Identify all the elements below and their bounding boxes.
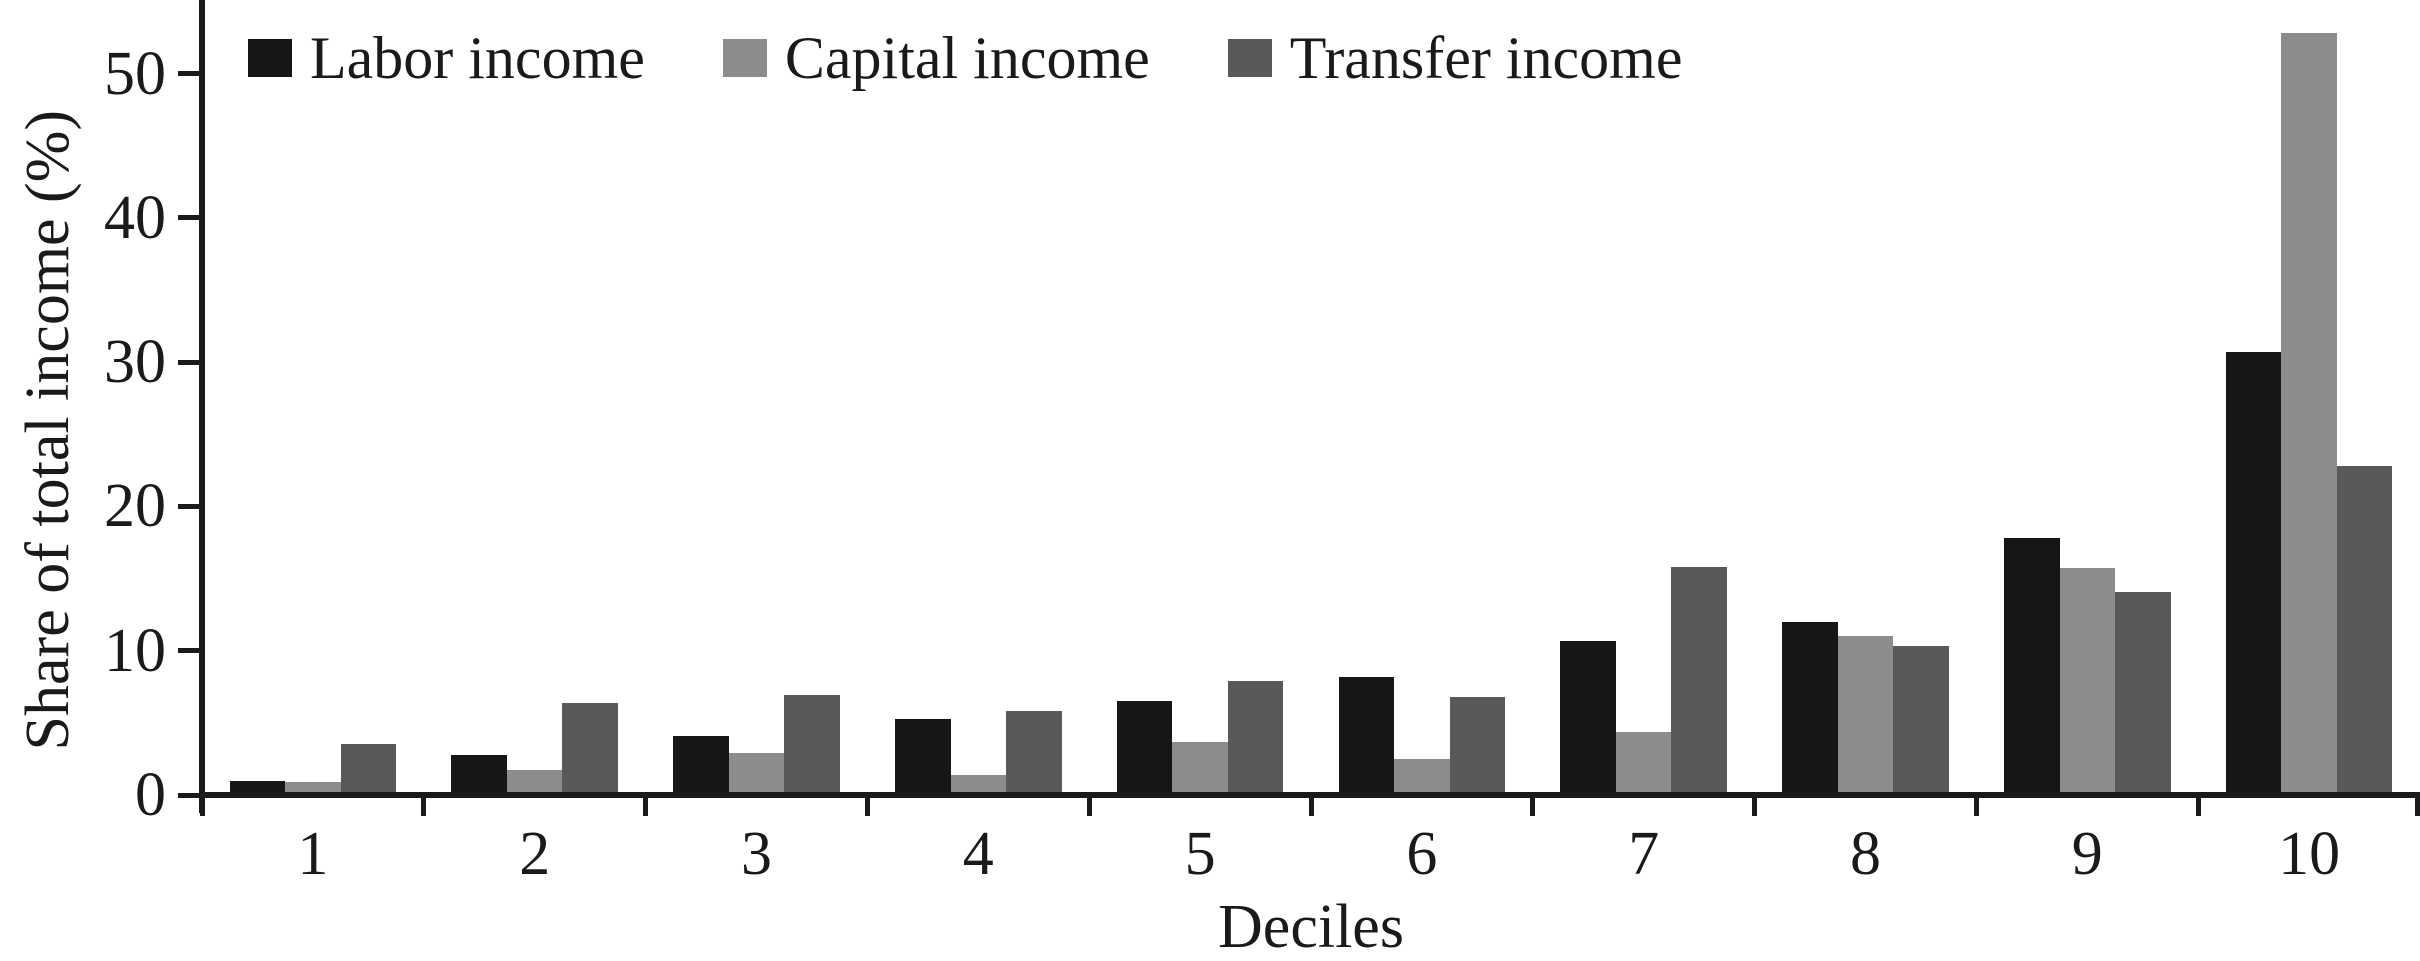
bar-transfer-income-decile-9 — [2115, 591, 2171, 795]
x-tick-9 — [2195, 792, 2201, 816]
x-tick-3 — [864, 792, 870, 816]
bar-transfer-income-decile-1 — [340, 744, 397, 795]
bar-transfer-income-decile-6 — [1449, 696, 1506, 795]
x-tick-7 — [1752, 792, 1758, 816]
x-category-label-10: 10 — [2278, 820, 2341, 888]
bar-transfer-income-decile-10 — [2336, 465, 2393, 795]
x-tick-5 — [1308, 792, 1314, 816]
x-tick-4 — [1086, 792, 1092, 816]
legend-swatch-labor-income — [248, 39, 292, 77]
x-tick-2 — [643, 792, 649, 816]
bar-capital-income-decile-6 — [1394, 758, 1450, 795]
y-axis-title: Share of total income (%) — [0, 55, 96, 805]
y-tick-label-30: 30 — [104, 328, 166, 397]
bar-capital-income-decile-9 — [2059, 568, 2115, 795]
bar-labor-income-decile-6 — [1338, 676, 1395, 795]
legend-item-transfer-income: Transfer income — [1227, 25, 1683, 91]
x-category-label-9: 9 — [2071, 820, 2103, 888]
bar-transfer-income-decile-4 — [1006, 711, 1062, 795]
bar-capital-income-decile-4 — [950, 774, 1006, 795]
y-tick-0 — [178, 792, 199, 798]
legend-swatch-transfer-income — [1227, 39, 1272, 77]
y-tick-10 — [178, 648, 199, 654]
bar-labor-income-decile-5 — [1116, 701, 1173, 795]
y-tick-label-10: 10 — [104, 616, 166, 685]
x-tick-6 — [1530, 792, 1536, 816]
x-category-label-1: 1 — [297, 820, 329, 888]
legend: Labor income Capital income Transfer incom… — [248, 26, 1682, 90]
y-axis-line — [199, 0, 205, 813]
bar-capital-income-decile-5 — [1172, 741, 1228, 795]
bar-labor-income-decile-4 — [895, 718, 951, 795]
bar-transfer-income-decile-7 — [1671, 567, 1727, 795]
legend-label-transfer-income: Transfer income — [1289, 25, 1683, 91]
y-tick-label-20: 20 — [104, 472, 166, 541]
bar-capital-income-decile-8 — [1837, 636, 1894, 795]
y-tick-label-0: 0 — [135, 761, 166, 829]
bar-transfer-income-decile-3 — [784, 695, 840, 795]
x-category-label-8: 8 — [1850, 820, 1881, 888]
x-category-label-7: 7 — [1628, 820, 1660, 888]
x-category-label-2: 2 — [519, 820, 551, 888]
x-category-label-4: 4 — [962, 820, 994, 888]
x-tick-10 — [2415, 792, 2420, 816]
bar-capital-income-decile-1 — [285, 782, 341, 795]
bar-capital-income-decile-10 — [2281, 33, 2337, 795]
x-axis-title: Deciles — [1218, 893, 1404, 961]
x-tick-1 — [421, 792, 427, 816]
x-category-label-3: 3 — [741, 820, 772, 888]
x-tick-0 — [199, 792, 205, 816]
bar-labor-income-decile-8 — [1782, 621, 1838, 795]
bar-labor-income-decile-3 — [673, 735, 729, 795]
bar-labor-income-decile-7 — [1560, 640, 1616, 795]
x-category-label-6: 6 — [1406, 820, 1438, 888]
x-tick-8 — [1973, 792, 1979, 816]
y-tick-30 — [178, 359, 199, 365]
bar-transfer-income-decile-8 — [1893, 646, 1949, 795]
legend-item-capital-income: Capital income — [722, 25, 1150, 91]
y-tick-50 — [178, 71, 199, 76]
bar-capital-income-decile-3 — [728, 753, 785, 795]
legend-item-labor-income: Labor income — [248, 28, 645, 88]
legend-swatch-capital-income — [722, 39, 767, 77]
legend-label-labor-income: Labor income — [310, 25, 645, 91]
bar-capital-income-decile-2 — [506, 770, 563, 795]
y-tick-20 — [178, 503, 199, 509]
y-tick-40 — [178, 215, 199, 221]
y-tick-label-40: 40 — [104, 183, 166, 252]
bar-labor-income-decile-1 — [229, 780, 286, 795]
y-tick-label-50: 50 — [104, 39, 166, 108]
legend-label-capital-income: Capital income — [784, 25, 1150, 91]
x-category-label-5: 5 — [1184, 820, 1216, 888]
bar-transfer-income-decile-2 — [562, 702, 618, 795]
bar-transfer-income-decile-5 — [1227, 681, 1284, 795]
bar-capital-income-decile-7 — [1615, 731, 1672, 795]
bar-labor-income-decile-2 — [451, 754, 507, 795]
bar-labor-income-decile-9 — [2004, 538, 2060, 795]
bar-labor-income-decile-10 — [2225, 351, 2282, 795]
